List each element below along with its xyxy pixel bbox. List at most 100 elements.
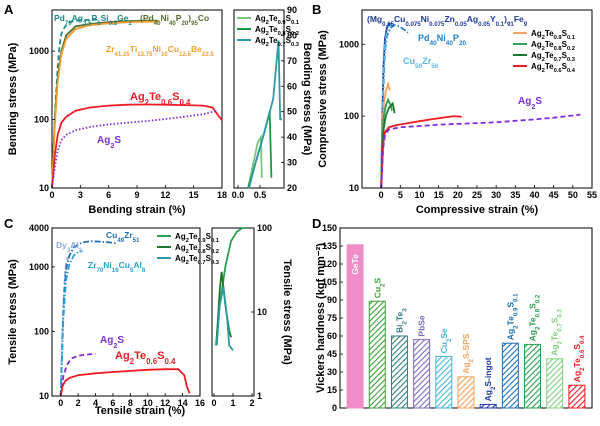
y-tick-label: 105 — [322, 277, 337, 287]
bar — [501, 342, 519, 409]
x-tick-label: 0 — [379, 190, 384, 200]
annotation: Zr70Ni16Cu6Al8 — [88, 260, 146, 274]
panel-a-inset-frame — [233, 9, 285, 189]
y-axis-label: Bending stress (MPa) — [7, 42, 19, 155]
series-line — [51, 103, 223, 189]
series-line — [59, 352, 96, 397]
y-tick-label: 10 — [39, 183, 49, 193]
x-tick-label: 45 — [549, 190, 559, 200]
bar-label: Cu2Se — [439, 328, 453, 353]
x-tick-label: 55 — [587, 190, 597, 200]
bar — [546, 358, 564, 409]
bar-label: PbSe — [417, 315, 427, 337]
y-axis-label: Tensile stress (MPa) — [7, 259, 19, 365]
legend-entry: Ag2Te0.8S0.2 — [531, 40, 575, 52]
x-tick-label: 12 — [160, 398, 170, 408]
panel-label-d: D — [312, 216, 321, 231]
annotation: Ag2S — [518, 96, 542, 111]
y-tick-label: 1000 — [339, 39, 359, 49]
annotation: Pd40Ni40P20 — [418, 33, 467, 47]
annotation: Ag2Te0.6S0.4 — [115, 350, 176, 366]
y-tick-label: 90 — [287, 5, 297, 15]
bar-label: Ag2Te0.6S0.4 — [572, 335, 586, 382]
series-line — [59, 250, 83, 397]
y-tick-label: 40 — [287, 132, 297, 142]
x-tick-label: 0 — [49, 190, 54, 200]
annotation: Pd79Ag3.5P6Si9.5Ge2 — [54, 13, 132, 27]
series-line — [380, 115, 462, 189]
x-tick-label: 16 — [195, 398, 205, 408]
series-line — [380, 23, 394, 189]
legend-entry: Ag2Te0.9S0.1 — [175, 232, 220, 244]
bar-label: Ag2Te0.7S0.3 — [550, 308, 564, 355]
series-line — [51, 109, 218, 189]
bar — [479, 403, 497, 409]
x-tick-label: 30 — [491, 190, 501, 200]
y-tick-label: 1000 — [29, 46, 49, 56]
y-tick-label: 10 — [39, 391, 49, 401]
x-tick-label: 5 — [398, 190, 403, 200]
x-tick-label: 10 — [143, 398, 153, 408]
legend-entry: Ag2Te0.8S0.2 — [175, 243, 219, 255]
x-tick-label: 25 — [472, 190, 482, 200]
series-line — [51, 20, 159, 189]
panel-label-c: C — [4, 216, 14, 231]
y-tick-label: 75 — [327, 313, 337, 323]
annotation: Cu50Zr50 — [403, 56, 439, 70]
y-tick-label: 60 — [327, 331, 337, 341]
y-axis-label: Compressive stress (MPa) — [317, 30, 329, 168]
y-tick-label: 50 — [287, 107, 297, 117]
y-axis-label: Tensile stress (MPa) — [281, 259, 293, 365]
bar — [390, 335, 408, 409]
bar-label: Ag2S-SPS — [461, 333, 475, 374]
x-tick-label: 14 — [178, 398, 188, 408]
bar-label: GeTe — [350, 254, 360, 275]
x-tick-label: 8 — [128, 398, 133, 408]
x-tick-label: 12 — [160, 190, 170, 200]
x-tick-label: 2 — [76, 398, 81, 408]
y-tick-label: 4000 — [29, 223, 49, 233]
annotation: (Pd40Ni40P20)95Co — [140, 13, 209, 27]
y-tick-label: 135 — [322, 241, 337, 251]
y-tick-label: 15 — [327, 385, 337, 395]
y-axis-label: Vickers hardness (kgf mm⁻²) — [315, 243, 327, 393]
legend-entry: Ag2Te0.7S0.3 — [255, 36, 299, 48]
x-tick-label: 1 — [230, 398, 235, 408]
series-line — [380, 113, 581, 189]
legend-entry: Ag2Te0.7S0.3 — [531, 51, 575, 63]
x-tick-label: 6 — [106, 190, 111, 200]
y-tick-label: 0 — [332, 403, 337, 413]
x-tick-label: 15 — [434, 190, 444, 200]
x-tick-label: 10 — [414, 190, 424, 200]
legend-entry: Ag2Te0.8S0.2 — [255, 25, 299, 37]
panel-c-frame — [51, 227, 201, 397]
x-tick-label: 9 — [134, 190, 139, 200]
y-tick-label: 30 — [287, 158, 297, 168]
annotation: Cu49Zr51 — [106, 230, 140, 244]
y-tick-label: 60 — [287, 81, 297, 91]
bar — [457, 376, 475, 409]
legend-entry: Ag2Te0.6S0.4 — [531, 62, 576, 74]
y-tick-label: 100 — [257, 223, 272, 233]
y-tick-label: 80 — [287, 30, 297, 40]
y-tick-label: 100 — [34, 326, 49, 336]
x-tick-label: 6 — [110, 398, 115, 408]
y-tick-label: 70 — [287, 56, 297, 66]
bar-label: Ag2S-ingot — [483, 357, 497, 401]
x-tick-label: 15 — [189, 190, 199, 200]
y-tick-label: 45 — [327, 349, 337, 359]
series-line — [247, 133, 263, 189]
x-axis-label: Compressive strain (%) — [416, 204, 539, 216]
x-axis-label: Bending strain (%) — [88, 204, 186, 216]
x-tick-label: 35 — [510, 190, 520, 200]
y-tick-label: 10 — [349, 183, 359, 193]
y-tick-label: 1000 — [29, 262, 49, 272]
y-tick-label: 1 — [257, 391, 262, 401]
y-tick-label: 20 — [287, 183, 297, 193]
bar — [346, 244, 364, 409]
bar — [368, 300, 386, 409]
legend-entry: Ag2Te0.9S0.1 — [531, 29, 576, 41]
x-tick-label: 4 — [93, 398, 98, 408]
y-tick-label: 100 — [34, 115, 49, 125]
legend-entry: Ag2Te0.9S0.1 — [255, 14, 300, 26]
